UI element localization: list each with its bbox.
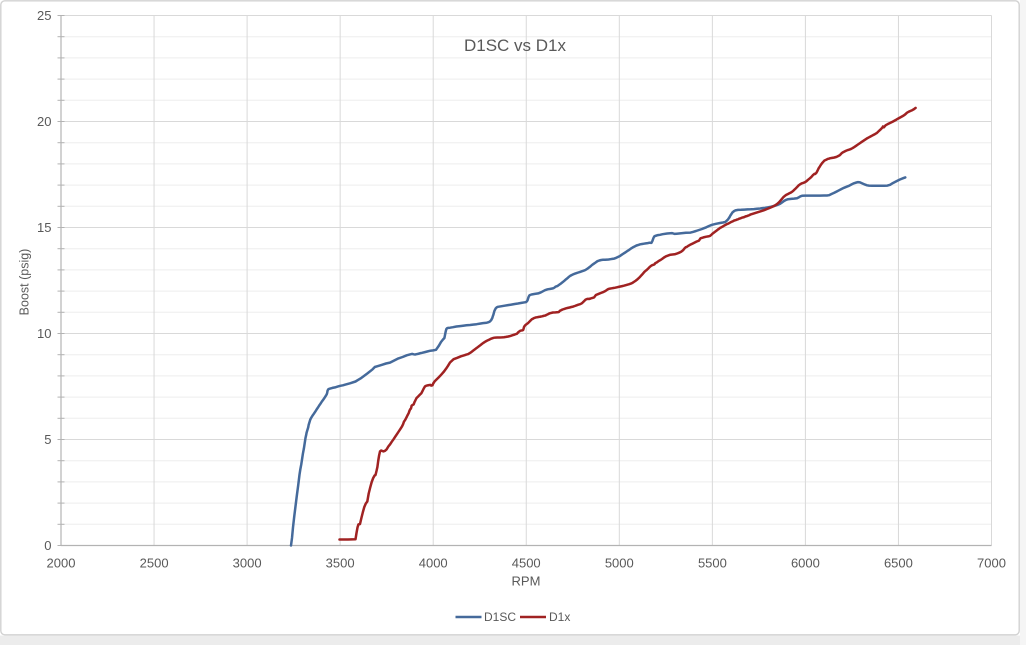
svg-text:5500: 5500 [698, 556, 727, 571]
svg-text:6500: 6500 [884, 556, 913, 571]
svg-text:RPM: RPM [512, 574, 541, 589]
svg-text:2500: 2500 [140, 556, 169, 571]
svg-text:5: 5 [44, 432, 51, 447]
svg-text:25: 25 [37, 8, 51, 23]
svg-text:15: 15 [37, 220, 51, 235]
svg-text:0: 0 [44, 538, 51, 553]
svg-text:5000: 5000 [605, 556, 634, 571]
svg-text:D1x: D1x [549, 610, 570, 624]
svg-text:20: 20 [37, 114, 51, 129]
svg-text:4000: 4000 [419, 556, 448, 571]
svg-text:D1SC: D1SC [484, 610, 516, 624]
svg-text:Boost (psig): Boost (psig) [18, 249, 32, 316]
svg-text:3500: 3500 [326, 556, 355, 571]
svg-text:2000: 2000 [47, 556, 76, 571]
svg-text:6000: 6000 [791, 556, 820, 571]
svg-text:7000: 7000 [977, 556, 1006, 571]
svg-text:10: 10 [37, 326, 51, 341]
svg-text:4500: 4500 [512, 556, 541, 571]
svg-text:D1SC vs D1x: D1SC vs D1x [464, 36, 567, 55]
svg-text:3000: 3000 [233, 556, 262, 571]
